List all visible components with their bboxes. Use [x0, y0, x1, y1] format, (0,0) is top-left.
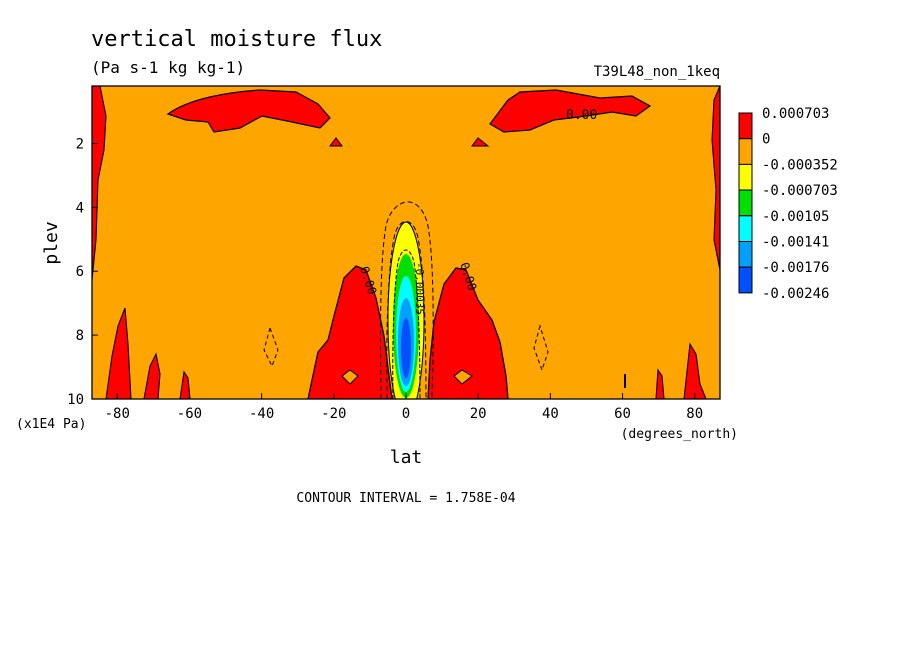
colorbar-swatch	[738, 266, 753, 294]
colorbar-label: -0.000352	[762, 157, 838, 173]
y-tick-label: 10	[67, 392, 84, 408]
x-tick-label: 80	[686, 406, 703, 422]
x-tick-label: 0	[402, 406, 410, 422]
run-label: T39L48_non_1keq	[594, 64, 720, 80]
x-tick-label: 60	[614, 406, 631, 422]
x-axis-units: (degrees_north)	[621, 427, 738, 442]
chart-title: vertical moisture flux	[91, 27, 382, 52]
colorbar-swatch	[738, 112, 753, 140]
y-tick-label: 2	[76, 136, 84, 152]
orange-diamond-right	[453, 369, 473, 385]
colorbar-swatch	[738, 138, 753, 165]
red-spike-5	[683, 342, 707, 399]
colorbar-label: -0.000703	[762, 183, 838, 199]
contour-field	[92, 86, 720, 399]
red-spike-1	[105, 307, 132, 399]
orange-diamond-left	[341, 369, 359, 385]
colorbar-swatch	[738, 189, 753, 217]
x-tick-label: -20	[321, 406, 346, 422]
x-tick-label: -80	[105, 406, 130, 422]
red-spike-4	[655, 368, 665, 399]
y-tick-label: 8	[76, 328, 84, 344]
colorbar-label: -0.00141	[762, 235, 829, 251]
dashed-diamond-left	[263, 326, 279, 368]
red-edge-left	[92, 86, 107, 281]
red-spike-2	[143, 352, 161, 399]
colorbar-label: 0.000703	[762, 106, 829, 122]
contour-interval: CONTOUR INTERVAL = 1.758E-04	[296, 491, 515, 506]
dashed-contour-inner	[392, 249, 421, 399]
y-tick-label: 6	[76, 264, 84, 280]
colorbar-swatch	[738, 215, 753, 243]
red-edge-right	[711, 86, 720, 271]
colorbar-swatch	[738, 163, 753, 191]
x-axis-title: lat	[390, 447, 423, 468]
core-blue	[401, 318, 411, 378]
red-region-small-left	[329, 137, 343, 147]
red-spike-3	[179, 370, 191, 399]
red-region-upper-right	[489, 89, 652, 133]
dashed-contour-mid	[386, 221, 427, 399]
x-tick-label: 20	[470, 406, 487, 422]
colorbar-label: 0	[762, 132, 770, 148]
x-tick-label: 40	[542, 406, 559, 422]
colorbar-label: -0.00105	[762, 209, 829, 225]
y-axis-title: plev	[41, 221, 62, 264]
red-lobe-left	[307, 265, 393, 399]
red-region-small-right	[471, 137, 490, 147]
contour-label-core: -0.00035	[413, 262, 426, 315]
colorbar: 0.000703 0 -0.000352 -0.000703 -0.00105 -0.00…	[738, 106, 838, 302]
red-region-upper-left	[166, 89, 331, 133]
y-axis-units: (x1E4 Pa)	[16, 417, 86, 432]
colorbar-label: -0.00176	[762, 260, 829, 276]
colorbar-label: -0.00246	[762, 286, 829, 302]
contour-label-top: 0.00	[566, 108, 597, 123]
x-axis-ticks: -80 -60 -40 -20 0 20 40 60 80	[105, 393, 703, 422]
colorbar-swatch	[738, 241, 753, 268]
x-tick-label: -60	[177, 406, 202, 422]
dashed-diamond-right	[533, 324, 549, 372]
y-axis-ticks: 2 4 6 8 10	[67, 136, 98, 408]
x-tick-label: -40	[249, 406, 274, 422]
y-tick-label: 4	[76, 200, 84, 216]
dashed-contour-outer	[380, 201, 434, 399]
chart-units: (Pa s-1 kg kg-1)	[91, 58, 245, 77]
